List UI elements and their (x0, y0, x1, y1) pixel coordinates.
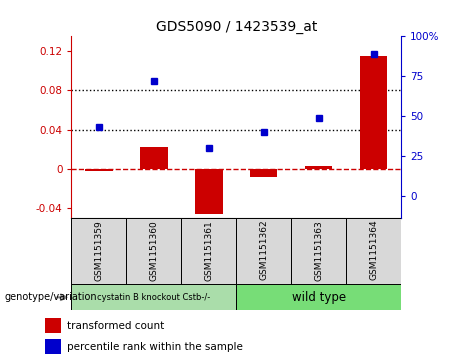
Text: GSM1151362: GSM1151362 (259, 220, 268, 281)
Text: GSM1151360: GSM1151360 (149, 220, 159, 281)
Bar (181, 218, 236, 285)
Title: GDS5090 / 1423539_at: GDS5090 / 1423539_at (155, 20, 317, 34)
Bar (71, 218, 126, 285)
Bar (140, 147, 168, 169)
Bar (45, 318, 61, 333)
Bar (45, 339, 61, 354)
Text: GSM1151361: GSM1151361 (204, 220, 213, 281)
Bar (346, 218, 401, 285)
Bar (195, 169, 223, 214)
Bar (250, 169, 278, 176)
Bar (236, 218, 291, 285)
Bar (236, 284, 401, 310)
Bar (360, 56, 387, 169)
Bar (291, 218, 346, 285)
Text: cystatin B knockout Cstb-/-: cystatin B knockout Cstb-/- (97, 293, 211, 302)
Text: GSM1151364: GSM1151364 (369, 220, 378, 281)
Bar (71, 284, 236, 310)
Bar (305, 166, 332, 169)
Text: transformed count: transformed count (67, 321, 165, 331)
Bar (85, 169, 112, 171)
Text: GSM1151359: GSM1151359 (95, 220, 103, 281)
Text: genotype/variation: genotype/variation (5, 292, 97, 302)
Text: wild type: wild type (292, 291, 346, 304)
Text: GSM1151363: GSM1151363 (314, 220, 323, 281)
Text: percentile rank within the sample: percentile rank within the sample (67, 342, 243, 351)
Bar (126, 218, 181, 285)
